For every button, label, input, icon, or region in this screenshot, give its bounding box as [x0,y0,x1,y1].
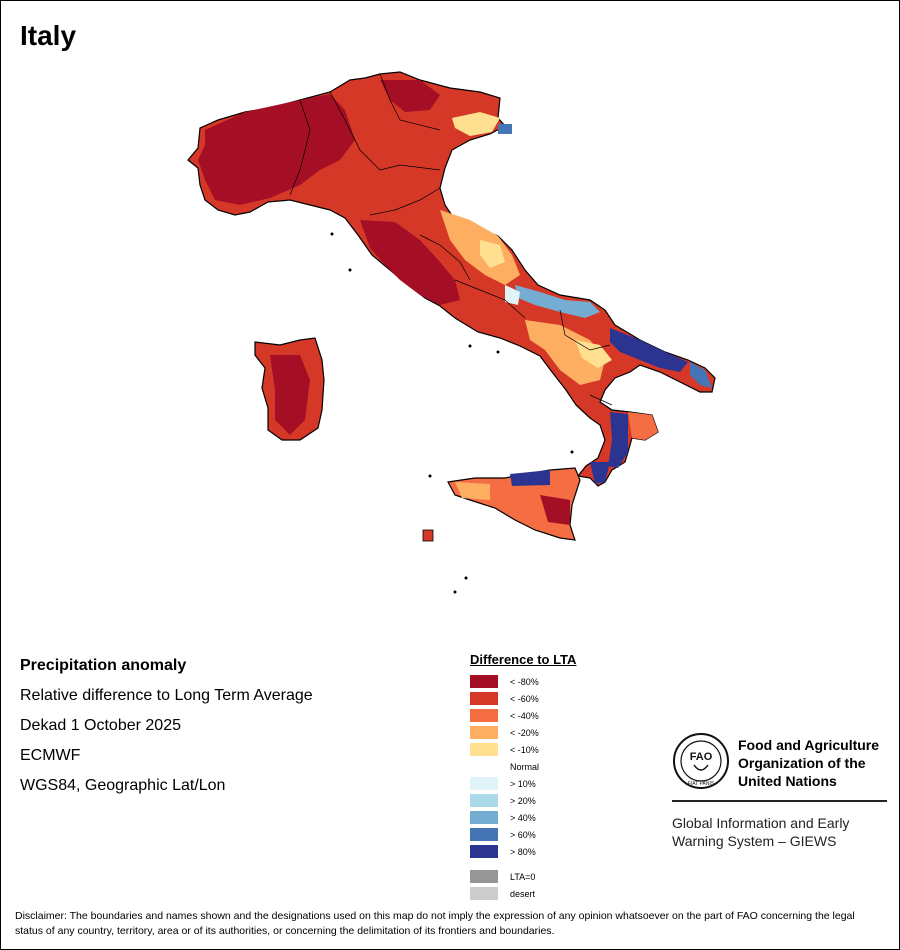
islet-6 [453,590,457,594]
info-projection: WGS84, Geographic Lat/Lon [20,777,226,794]
campania-mixed [525,320,605,385]
fao-divider [672,800,887,802]
legend-label: > 20% [510,795,536,806]
info-source: ECMWF [20,747,81,764]
legend-item: > 40% [470,809,576,826]
giews-name: Global Information and Early Warning Sys… [672,815,850,849]
legend-item: < -80% [470,673,576,690]
legend-item: < -10% [470,741,576,758]
info-period: Dekad 1 October 2025 [20,717,181,734]
legend-label: desert [510,888,536,899]
legend-swatch [470,760,498,773]
islet-8 [428,474,432,478]
puglia-very-wet [610,328,688,372]
legend-item: Normal [470,758,576,775]
gargano-normal [505,285,520,305]
legend-label: > 80% [510,846,536,857]
northwest-very-dry [198,94,355,205]
northeast-very-dry [380,80,440,112]
legend: Difference to LTA < -80% < -60% < -40% < -2… [470,652,576,902]
legend-item: > 60% [470,826,576,843]
legend-classes: < -80% < -60% < -40% < -20% < -10% Normal > 10… [470,673,576,860]
map-title: Italy [20,20,77,51]
legend-label: Normal [510,761,540,772]
disclaimer: Disclaimer: The boundaries and names sho… [15,910,855,937]
legend-swatch [470,709,498,722]
svg-text:FAO: FAO [690,751,713,763]
calabria-east [628,412,658,440]
legend-item: > 10% [470,775,576,792]
sardinia-very-dry [270,355,310,435]
legend-swatch [470,743,498,756]
fao-emblem: FAO FIAT PANIS [673,733,729,789]
legend-item: < -40% [470,707,576,724]
fao-org-name: Food and Agriculture Organization of the… [738,737,880,789]
central-very-dry [360,220,460,305]
salento-wet [690,362,712,388]
legend-item: < -60% [470,690,576,707]
legend-label: LTA=0 [510,871,536,882]
info-heading: Precipitation anomaly [20,657,187,674]
legend-item: > 80% [470,843,576,860]
campania-light [575,340,612,368]
legend-swatch [470,845,498,858]
legend-label: < -20% [510,727,539,738]
legend-item: desert [470,885,576,902]
central-south-wet [515,285,600,318]
legend-swatch [470,692,498,705]
legend-swatch [470,811,498,824]
sicily-north-wet [510,470,550,486]
islet-7 [570,450,574,454]
venice-normal [452,112,500,136]
adriatic-light [480,240,505,268]
legend-swatch [470,794,498,807]
legend-label: > 10% [510,778,536,789]
svg-text:FIAT PANIS: FIAT PANIS [688,781,715,787]
islet-2 [330,232,334,236]
legend-label: < -40% [510,710,539,721]
info-subtitle: Relative difference to Long Term Average [20,687,313,704]
calabria-west-wet [608,412,628,468]
islet-3 [468,344,472,348]
legend-item: < -20% [470,724,576,741]
pantelleria [422,529,434,542]
islet-5 [464,576,468,580]
legend-item: LTA=0 [470,868,576,885]
legend-swatch [470,675,498,688]
legend-swatch [470,887,498,900]
fao-logo-block: FAO FIAT PANIS Food and Agriculture Orga… [672,732,888,849]
legend-label: < -60% [510,693,539,704]
map-info: Precipitation anomaly Relative differenc… [20,656,313,806]
islet-1 [348,268,352,272]
trieste-wet [498,124,512,134]
sicily-west-light [455,482,490,500]
precipitation-map [187,71,716,594]
legend-label: > 40% [510,812,536,823]
calabria-south-wet [590,462,610,484]
legend-swatch [470,828,498,841]
legend-extra: LTA=0 desert [470,868,576,902]
legend-label: > 60% [510,829,536,840]
legend-item: > 20% [470,792,576,809]
sicily-southeast-very-dry [540,495,570,525]
islet-4 [496,350,500,354]
regional-boundaries [289,73,613,406]
legend-swatch [470,777,498,790]
legend-title: Difference to LTA [470,652,577,667]
legend-label: < -10% [510,744,539,755]
legend-label: < -80% [510,676,539,687]
legend-swatch [470,870,498,883]
legend-swatch [470,726,498,739]
